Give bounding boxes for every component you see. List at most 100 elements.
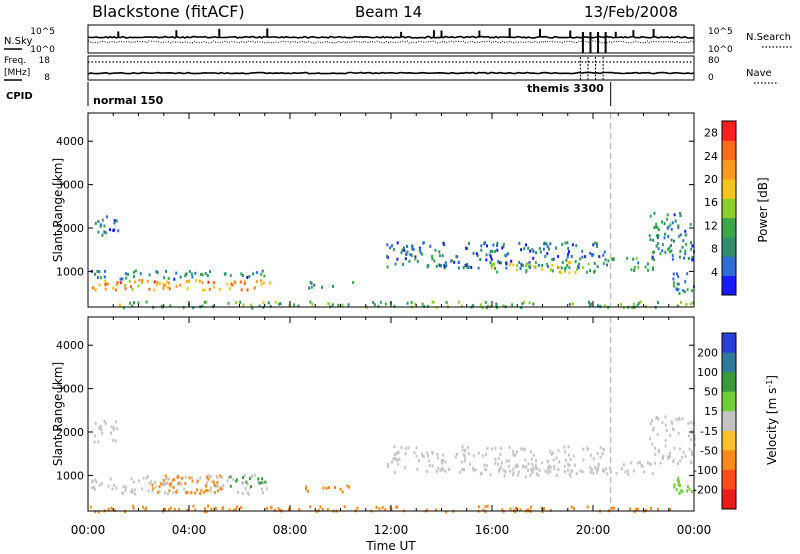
nsearch-label: N.Search: [746, 32, 791, 43]
scatter-point: [472, 304, 475, 307]
scatter-point: [549, 268, 552, 272]
velocity-plot-frame: [87, 316, 695, 512]
scatter-point: [526, 262, 528, 266]
scatter-point: [426, 508, 429, 512]
scatter-point: [207, 504, 210, 508]
scatter-point: [529, 262, 532, 266]
scatter-point: [184, 273, 187, 277]
scatter-point: [555, 473, 558, 477]
scatter-point: [400, 445, 403, 449]
scatter-point: [264, 480, 267, 484]
scatter-point: [657, 301, 660, 305]
scatter-point: [690, 241, 692, 245]
scatter-point: [373, 303, 376, 307]
scatter-point: [589, 269, 592, 273]
scatter-point: [208, 287, 211, 291]
scatter-point: [139, 272, 142, 276]
scatter-point: [435, 264, 438, 268]
scatter-point: [109, 228, 111, 232]
scatter-point: [176, 488, 179, 492]
scatter-point: [595, 245, 598, 248]
scatter-point: [229, 484, 232, 488]
scatter-point: [229, 475, 232, 479]
scatter-point: [167, 281, 170, 285]
scatter-point: [675, 488, 678, 492]
scatter-point: [145, 300, 148, 304]
scatter-point: [539, 250, 542, 254]
scatter-point: [253, 473, 256, 477]
velocity-colorbar-swatch: [722, 391, 736, 412]
scatter-point: [666, 217, 669, 221]
power-colorbar-tick: 28: [704, 127, 718, 140]
scatter-point: [688, 447, 691, 451]
scatter-point: [541, 461, 544, 465]
scatter-point: [103, 230, 106, 234]
scatter-point: [679, 233, 682, 237]
scatter-point: [392, 457, 395, 461]
scatter-point: [418, 459, 421, 463]
scatter-point: [191, 476, 193, 480]
scatter-point: [262, 480, 265, 484]
scatter-point: [109, 477, 112, 481]
scatter-point: [485, 258, 488, 262]
scatter-point: [132, 506, 135, 510]
scatter-point: [637, 265, 640, 269]
scatter-point: [406, 244, 408, 248]
scatter-point: [576, 268, 578, 271]
scatter-point: [676, 282, 679, 286]
scatter-point: [215, 484, 218, 488]
scatter-point: [534, 463, 537, 467]
scatter-point: [596, 471, 599, 475]
scatter-point: [532, 466, 535, 470]
scatter-point: [427, 454, 430, 458]
scatter-point: [412, 247, 415, 251]
scatter-point: [686, 272, 689, 276]
scatter-point: [448, 468, 451, 471]
scatter-point: [436, 452, 439, 456]
scatter-point: [422, 241, 425, 245]
power-ylabel: Slant Range [km]: [51, 158, 65, 262]
scatter-point: [484, 453, 487, 456]
scatter-point: [672, 460, 675, 464]
scatter-point: [501, 508, 504, 512]
scatter-point: [484, 300, 487, 304]
scatter-point: [635, 507, 638, 511]
velocity-colorbar-swatch: [722, 352, 736, 373]
scatter-point: [668, 246, 671, 250]
scatter-point: [433, 259, 436, 263]
scatter-point: [649, 437, 651, 441]
scatter-point: [553, 464, 556, 468]
scatter-point: [222, 484, 225, 487]
scatter-point: [532, 302, 535, 306]
scatter-point: [386, 465, 389, 468]
scatter-point: [153, 280, 156, 284]
scatter-point: [443, 266, 446, 270]
scatter-point: [461, 448, 464, 452]
scatter-point: [198, 279, 201, 283]
scatter-point: [442, 241, 445, 245]
scatter-point: [594, 466, 597, 469]
velocity-colorbar-tick: 200: [697, 347, 718, 360]
scatter-point: [97, 220, 100, 224]
scatter-point: [466, 446, 469, 449]
scatter-point: [528, 301, 531, 305]
scatter-point: [596, 265, 599, 269]
scatter-point: [544, 469, 547, 473]
scatter-point: [511, 303, 514, 307]
scatter-point: [255, 280, 258, 284]
scatter-point: [332, 284, 334, 288]
scatter-point: [262, 301, 265, 304]
scatter-point: [456, 452, 458, 456]
scatter-point: [687, 485, 689, 489]
scatter-point: [612, 506, 615, 510]
scatter-point: [251, 474, 253, 478]
scatter-point: [651, 266, 654, 270]
scatter-point: [356, 506, 359, 510]
scatter-point: [661, 249, 664, 253]
scatter-point: [114, 439, 117, 443]
scatter-point: [242, 303, 245, 307]
scatter-point: [100, 428, 103, 432]
scatter-point: [672, 428, 675, 432]
scatter-point: [260, 283, 263, 286]
scatter-point: [691, 258, 694, 262]
